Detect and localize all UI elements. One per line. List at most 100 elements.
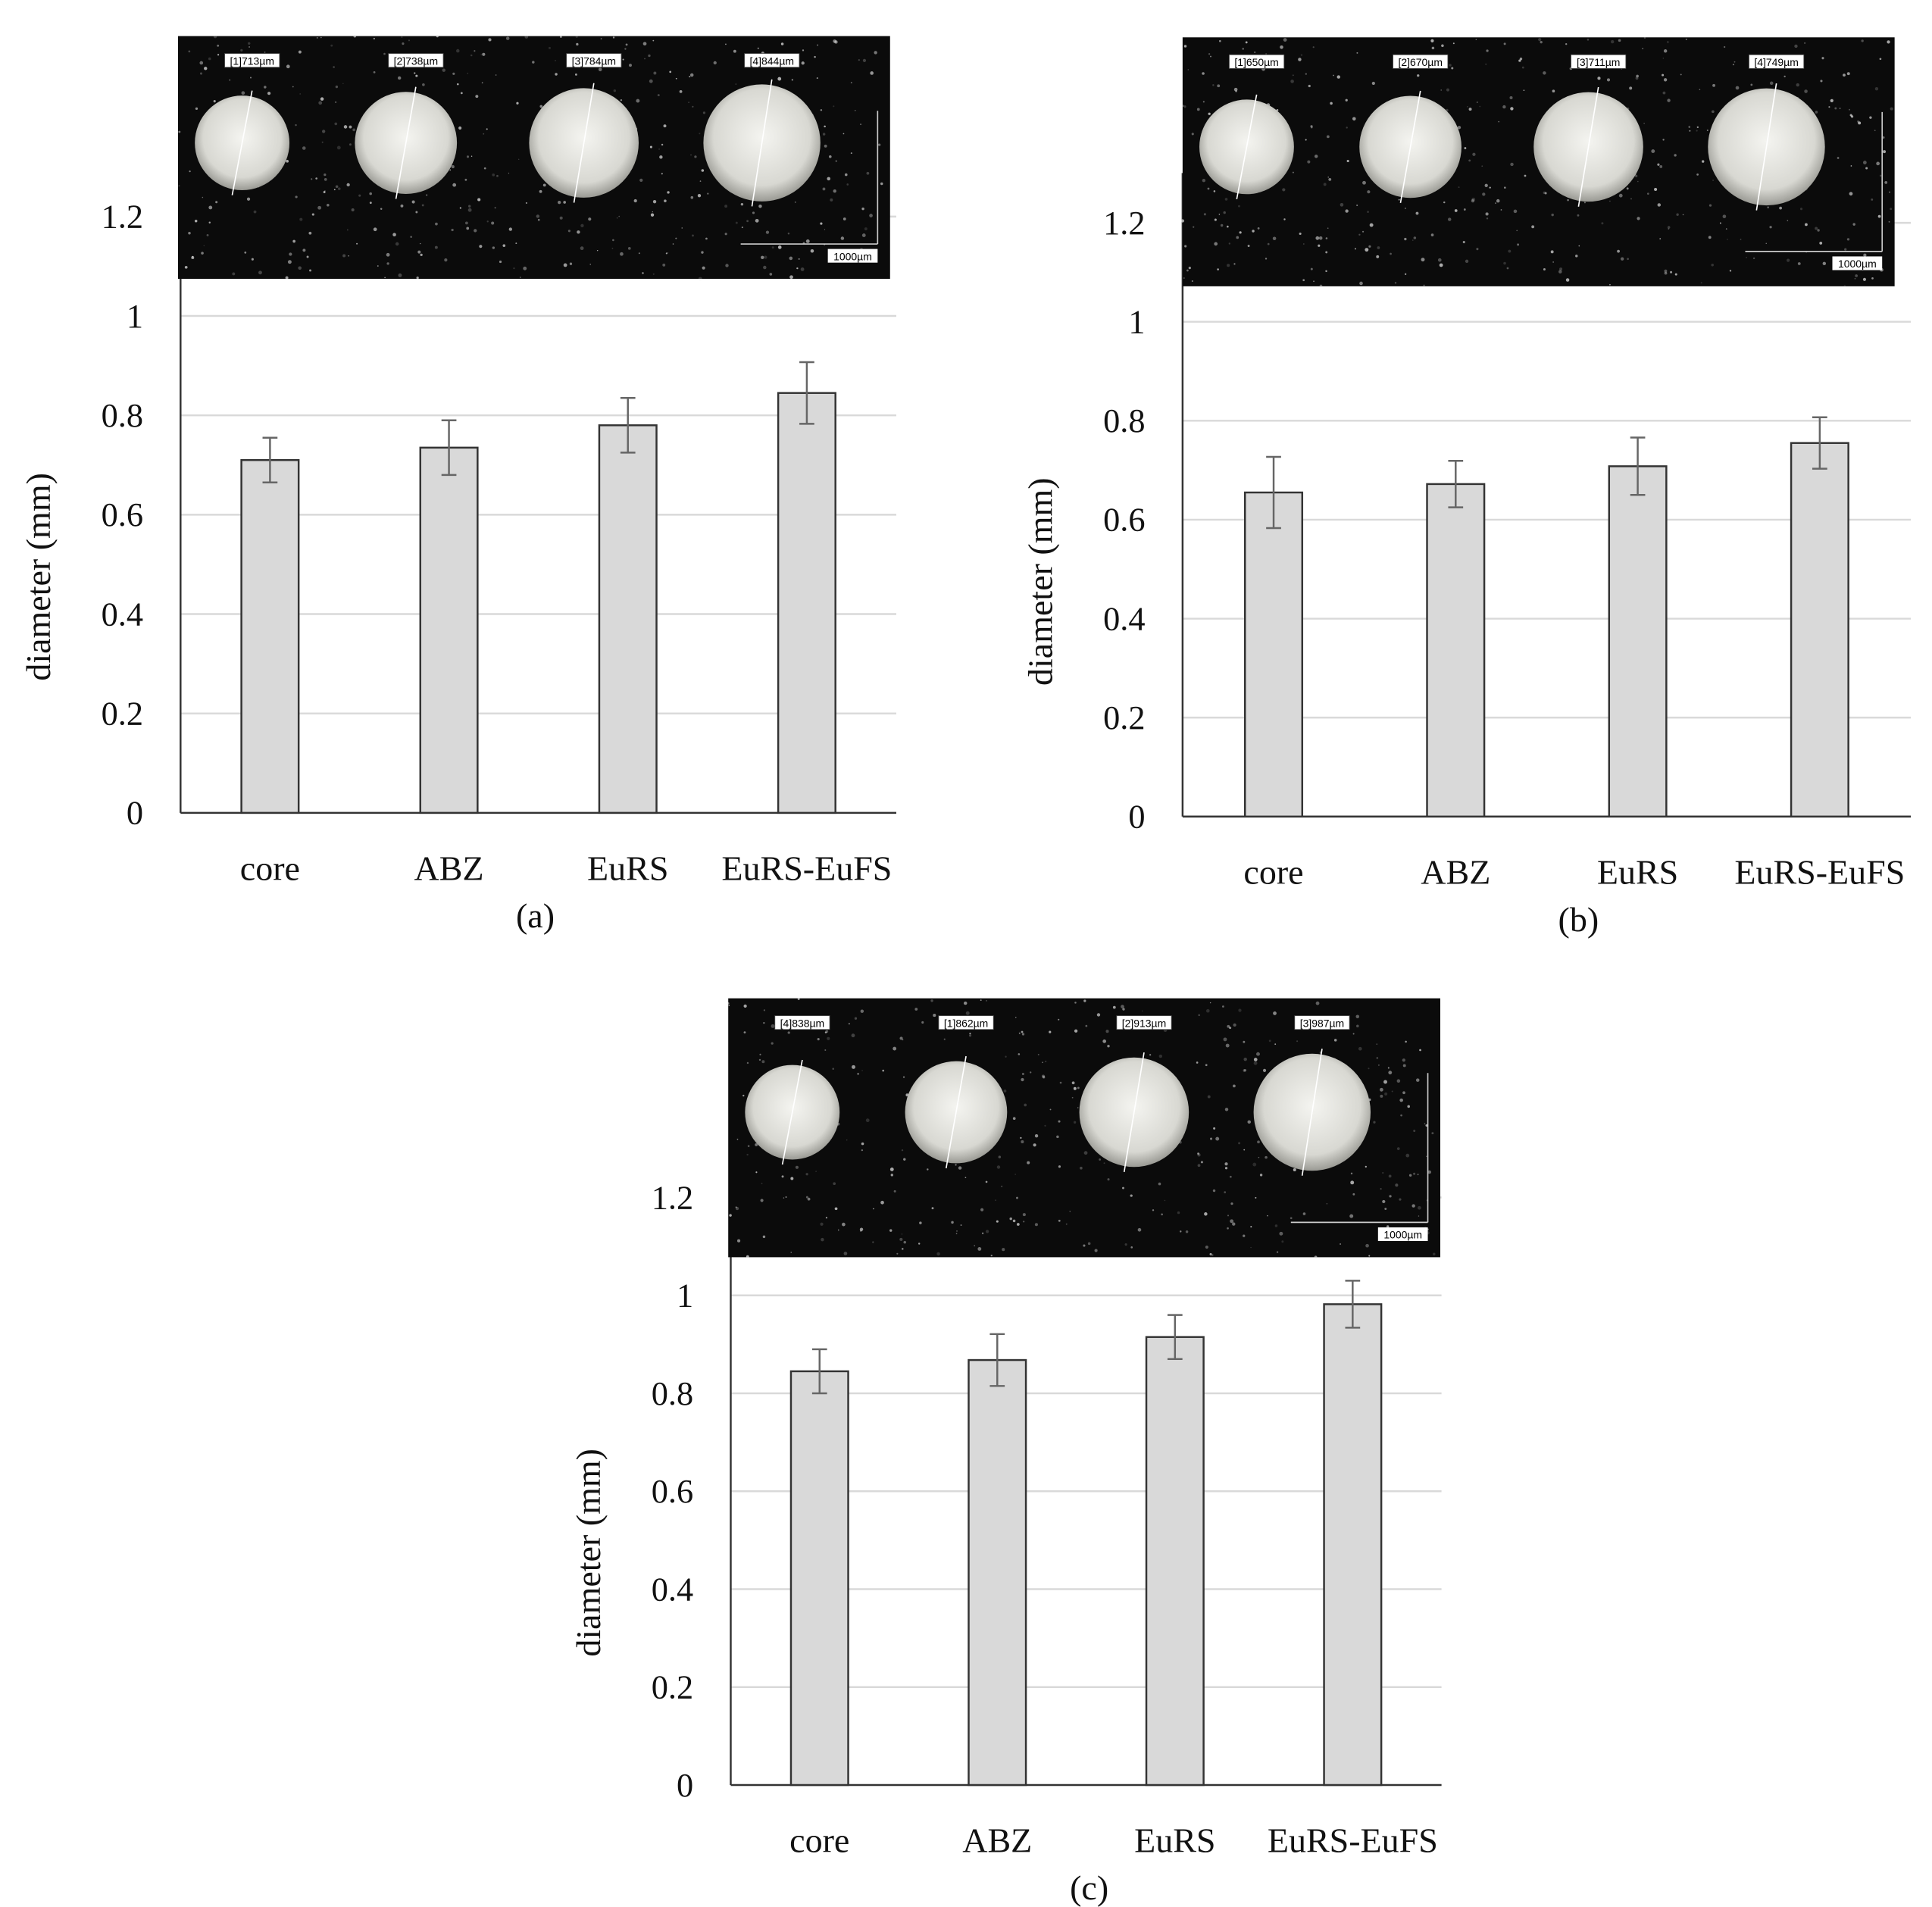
speckle [1376, 1043, 1378, 1046]
speckle [805, 1196, 808, 1199]
error-bar [441, 419, 457, 477]
y-tick-label: 0.2 [1103, 699, 1145, 736]
speckle [689, 73, 694, 77]
speckle [990, 1255, 993, 1257]
speckle [843, 1252, 848, 1255]
x-tick-label: EuRS [1597, 852, 1678, 891]
speckle [408, 39, 411, 42]
y-tick-label: 1 [127, 297, 143, 335]
speckle [1517, 243, 1520, 246]
speckle [1362, 180, 1366, 185]
speckle [1405, 273, 1407, 275]
speckle [1454, 209, 1458, 212]
speckle [1224, 1162, 1228, 1166]
speckle [524, 35, 529, 39]
speckle [199, 61, 204, 65]
speckle [416, 277, 419, 280]
speckle [358, 194, 361, 197]
speckle [577, 230, 580, 234]
speckle [870, 71, 874, 75]
speckle [1122, 1008, 1125, 1011]
measure-tag-box [388, 53, 444, 68]
y-tick-label: 0.4 [1103, 599, 1145, 637]
speckle [1358, 233, 1361, 236]
speckle [1333, 74, 1334, 77]
speckle [1239, 231, 1242, 234]
speckle [843, 217, 846, 220]
speckle [1405, 1153, 1410, 1158]
speckle [1193, 226, 1195, 228]
speckle [794, 202, 796, 203]
speckle [464, 178, 467, 181]
speckle [459, 207, 461, 209]
speckle [1394, 282, 1397, 284]
speckle [569, 262, 573, 265]
speckle [1223, 1037, 1227, 1042]
speckle [321, 141, 324, 143]
speckle [638, 252, 640, 255]
speckle [890, 1174, 893, 1177]
speckle [1020, 1136, 1022, 1140]
bar [1426, 483, 1486, 818]
speckle [1676, 213, 1679, 216]
speckle [1876, 161, 1880, 166]
speckle [1229, 1027, 1232, 1030]
speckle [400, 204, 404, 208]
speckle [1609, 200, 1611, 202]
speckle [761, 1183, 763, 1184]
speckle [834, 40, 838, 44]
speckle [1496, 199, 1500, 203]
speckle [1058, 1120, 1061, 1123]
speckle [1659, 238, 1662, 239]
speckle [735, 221, 738, 224]
y-tick-label: 1.2 [102, 198, 143, 236]
speckle [921, 1021, 924, 1024]
speckle [762, 1235, 766, 1239]
speckle [1211, 1254, 1214, 1256]
speckle [580, 246, 584, 251]
speckle [258, 270, 262, 275]
speckle [765, 230, 770, 234]
speckle [1368, 245, 1371, 248]
speckle [1476, 102, 1478, 103]
speckle [1202, 101, 1205, 103]
speckle [896, 1252, 899, 1255]
error-bar [799, 361, 814, 425]
speckle [790, 1177, 794, 1180]
speckle [1486, 49, 1489, 52]
speckle [852, 1064, 855, 1069]
speckle [1188, 267, 1191, 270]
speckle [858, 59, 860, 61]
speckle [1626, 187, 1629, 190]
speckle [421, 204, 424, 207]
speckle [675, 77, 677, 80]
speckle [380, 208, 383, 211]
speckle [1421, 258, 1425, 262]
speckle [611, 247, 614, 249]
speckle [1310, 125, 1313, 128]
speckle [1399, 1198, 1402, 1201]
speckle [287, 260, 292, 264]
speckle [1531, 225, 1535, 229]
speckle [1464, 147, 1467, 149]
speckle [1325, 237, 1328, 239]
y-tick-label: 0.8 [652, 1374, 693, 1412]
speckle [1863, 253, 1867, 257]
speckle [616, 217, 618, 219]
x-tick-label: core [240, 849, 300, 888]
speckle [1820, 80, 1823, 83]
speckle [1601, 222, 1604, 225]
speckle [1298, 58, 1302, 61]
speckle [1313, 280, 1315, 283]
speckle [1502, 105, 1506, 109]
y-tick-label: 0 [1128, 798, 1145, 836]
speckle [1349, 1214, 1354, 1218]
speckle [707, 192, 709, 195]
speckle [1843, 73, 1846, 77]
speckle [596, 249, 599, 252]
speckle [1033, 1143, 1036, 1147]
speckle [903, 1158, 906, 1161]
speckle [1543, 268, 1546, 270]
speckle [694, 155, 697, 158]
speckle [761, 255, 764, 260]
